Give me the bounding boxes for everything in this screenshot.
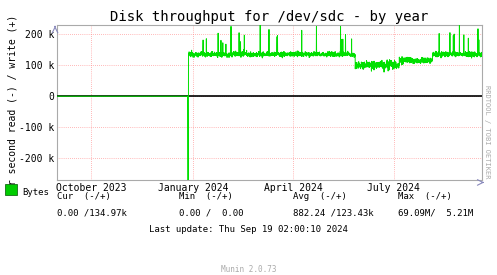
Text: Min  (-/+): Min (-/+) [179,192,233,201]
Text: Munin 2.0.73: Munin 2.0.73 [221,265,276,274]
Title: Disk throughput for /dev/sdc - by year: Disk throughput for /dev/sdc - by year [110,10,429,24]
Text: 0.00 /  0.00: 0.00 / 0.00 [179,209,244,218]
Text: Avg  (-/+): Avg (-/+) [293,192,347,201]
Text: 69.09M/  5.21M: 69.09M/ 5.21M [398,209,473,218]
Text: Cur  (-/+): Cur (-/+) [57,192,111,201]
Text: 0.00 /134.97k: 0.00 /134.97k [57,209,127,218]
Text: Last update: Thu Sep 19 02:00:10 2024: Last update: Thu Sep 19 02:00:10 2024 [149,226,348,234]
Text: Max  (-/+): Max (-/+) [398,192,451,201]
Text: Bytes: Bytes [22,188,49,197]
Y-axis label: Pr second read (-) / write (+): Pr second read (-) / write (+) [8,14,18,191]
Text: RRDTOOL / TOBI OETIKER: RRDTOOL / TOBI OETIKER [484,85,490,179]
Text: 882.24 /123.43k: 882.24 /123.43k [293,209,374,218]
